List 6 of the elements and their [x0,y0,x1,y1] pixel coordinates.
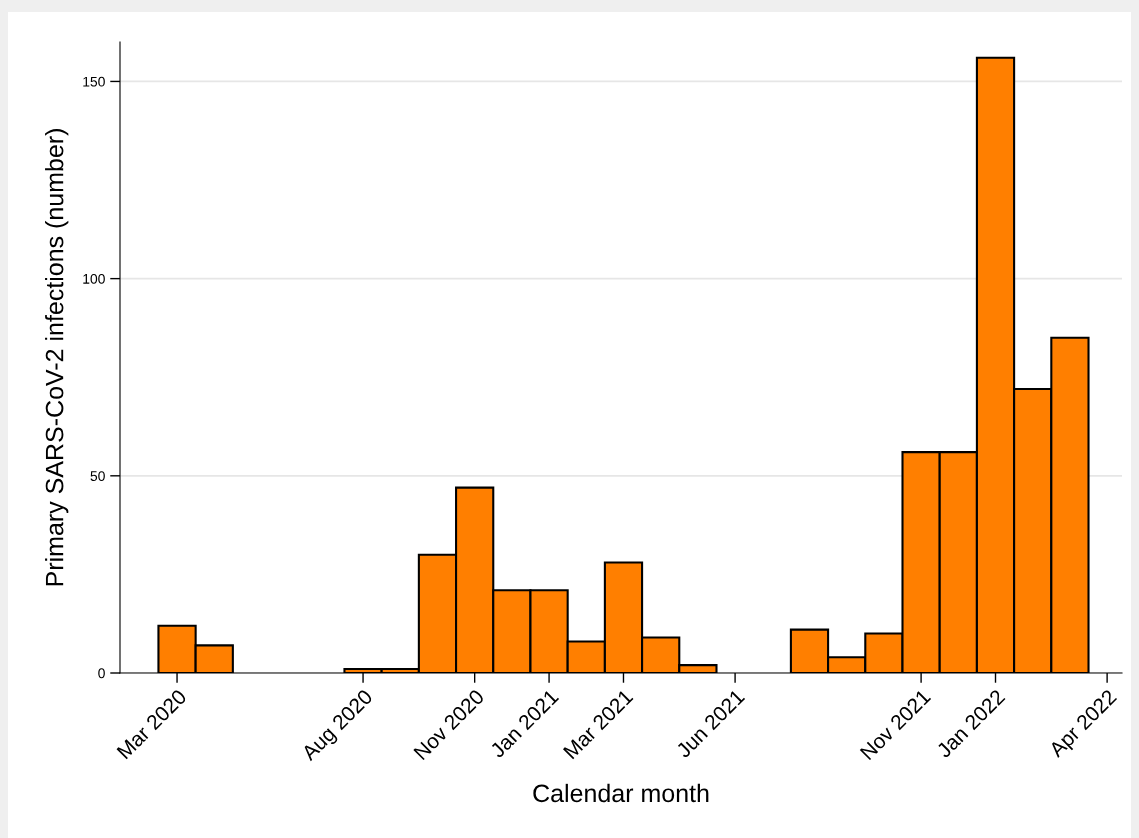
x-axis-title: Calendar month [533,783,709,803]
y-axis-title: Primary SARS-CoV-2 infections (number) [45,129,69,586]
y-tick-label: 50 [90,471,105,481]
y-tick-label: 150 [83,76,105,87]
y-tick-label: 0 [98,668,105,679]
y-tick-label: 100 [83,273,105,284]
